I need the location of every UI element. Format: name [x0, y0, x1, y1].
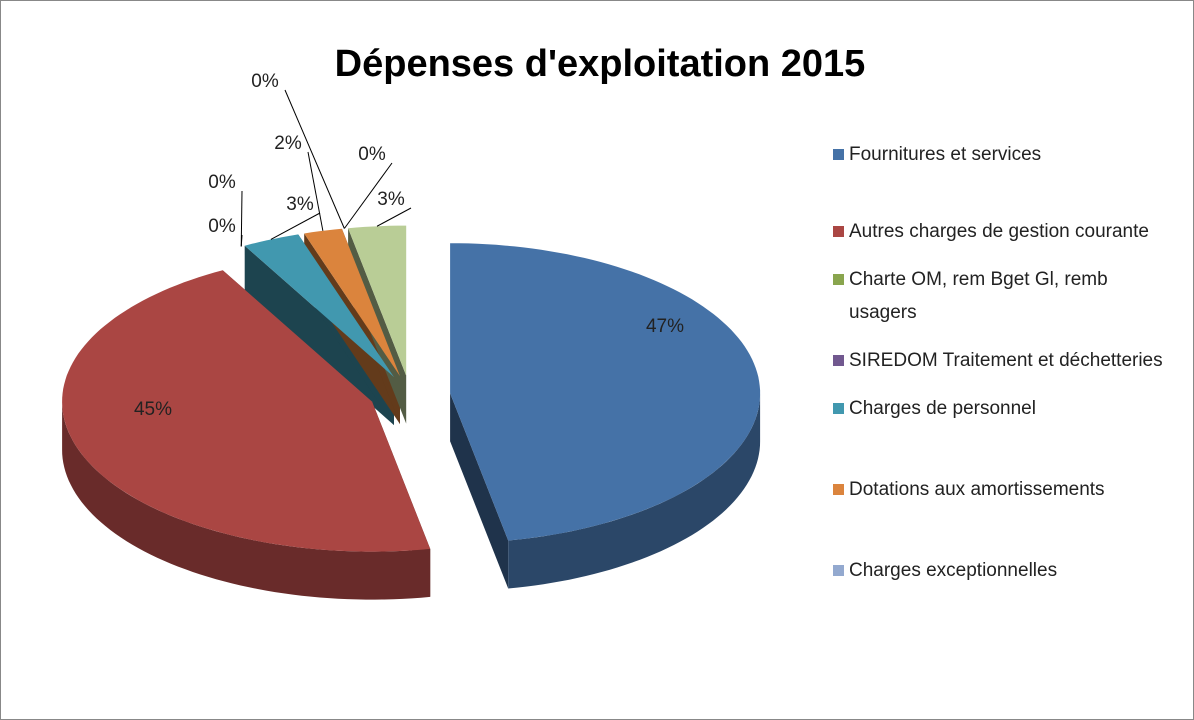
legend: Fournitures et services Autres charges de… — [833, 138, 1178, 587]
leader-line — [240, 190, 243, 247]
legend-swatch — [833, 355, 844, 366]
legend-label: Charte OM, rem Bget Gl, remb usagers — [849, 269, 1108, 323]
leader-line — [307, 151, 324, 231]
legend-item: Dotations aux amortissements — [833, 473, 1178, 506]
data-label: 47% — [646, 316, 684, 337]
legend-swatch — [833, 149, 844, 160]
data-label: 45% — [134, 399, 172, 420]
slice-side — [508, 393, 761, 589]
legend-swatch — [833, 403, 844, 414]
leader-line — [376, 207, 412, 227]
legend-label: Charges exceptionnelles — [849, 560, 1058, 581]
data-label: 3% — [286, 194, 314, 215]
legend-item: Fournitures et services — [833, 138, 1178, 171]
slice — [348, 225, 407, 376]
slice — [450, 243, 761, 541]
data-label: 0% — [358, 144, 386, 165]
legend-label: Autres charges de gestion courante — [849, 221, 1149, 242]
legend-item: Autres charges de gestion courante — [833, 215, 1178, 248]
leader-line — [343, 162, 393, 229]
leader-line — [284, 89, 345, 229]
slice-side — [62, 401, 431, 600]
leader-line — [270, 212, 321, 240]
legend-label: Charges de personnel — [849, 398, 1036, 419]
data-label: 2% — [274, 133, 302, 154]
legend-label: Dotations aux amortissements — [849, 479, 1105, 500]
slice — [244, 234, 394, 378]
legend-swatch — [833, 484, 844, 495]
legend-swatch — [833, 565, 844, 576]
legend-swatch — [833, 226, 844, 237]
data-label: 0% — [208, 172, 236, 193]
legend-item: Charges exceptionnelles — [833, 554, 1178, 587]
legend-item: Charte OM, rem Bget Gl, remb usagers — [833, 263, 1178, 329]
legend-label: SIREDOM Traitement et déchetteries — [849, 350, 1163, 371]
legend-swatch — [833, 274, 844, 285]
slice-wall — [244, 245, 394, 426]
data-label: 0% — [251, 71, 279, 92]
slice-tops — [62, 225, 761, 552]
data-label: 0% — [208, 216, 236, 237]
slice — [304, 228, 400, 377]
slice-wall — [450, 393, 509, 589]
legend-item: Charges de personnel — [833, 392, 1178, 425]
slice-sides — [62, 393, 761, 600]
slice — [62, 270, 431, 552]
chart-title: Dépenses d'exploitation 2015 — [335, 43, 866, 85]
legend-item: SIREDOM Traitement et déchetteries — [833, 344, 1178, 377]
legend-label: Fournitures et services — [849, 144, 1042, 165]
data-label: 3% — [377, 189, 405, 210]
